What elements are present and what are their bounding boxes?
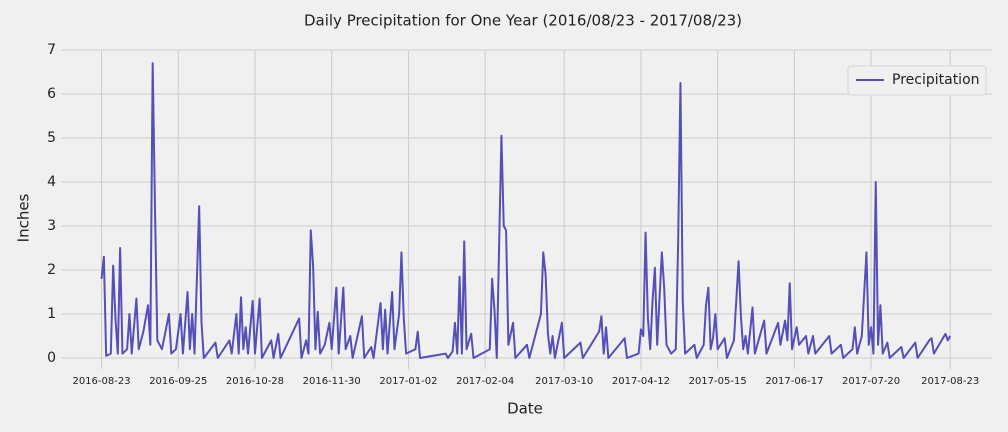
x-tick-label: 2017-08-23 [921, 376, 979, 387]
x-tick-label: 2017-02-04 [456, 376, 514, 387]
y-tick-label: 6 [47, 86, 56, 102]
legend-box [847, 65, 987, 96]
y-tick-label: 5 [47, 130, 56, 146]
x-tick-label: 2016-11-30 [303, 376, 361, 387]
y-tick-label: 4 [47, 174, 56, 190]
y-tick-label: 1 [47, 306, 56, 322]
y-axis-label: Inches [15, 193, 33, 242]
x-tick-label: 2016-09-25 [149, 376, 207, 387]
chart-title: Daily Precipitation for One Year (2016/0… [304, 12, 742, 30]
legend-label: Precipitation [892, 72, 980, 88]
y-tick-label: 2 [47, 262, 56, 278]
legend: Precipitation [847, 65, 987, 96]
y-tick-label: 0 [47, 350, 56, 366]
x-tick-label: 2017-06-17 [765, 376, 823, 387]
x-tick-label: 2017-07-20 [842, 376, 900, 387]
x-tick-label: 2017-04-12 [612, 376, 670, 387]
x-tick-label: 2016-10-28 [226, 376, 284, 387]
x-tick-label: 2017-03-10 [535, 376, 593, 387]
x-axis-label: Date [507, 400, 543, 418]
y-tick-label: 3 [47, 218, 56, 234]
x-tick-label: 2017-01-02 [379, 376, 437, 387]
x-tick-label: 2016-08-23 [72, 376, 130, 387]
y-tick-label: 7 [47, 42, 56, 58]
x-tick-label: 2017-05-15 [689, 376, 747, 387]
data-line [100, 62, 952, 359]
